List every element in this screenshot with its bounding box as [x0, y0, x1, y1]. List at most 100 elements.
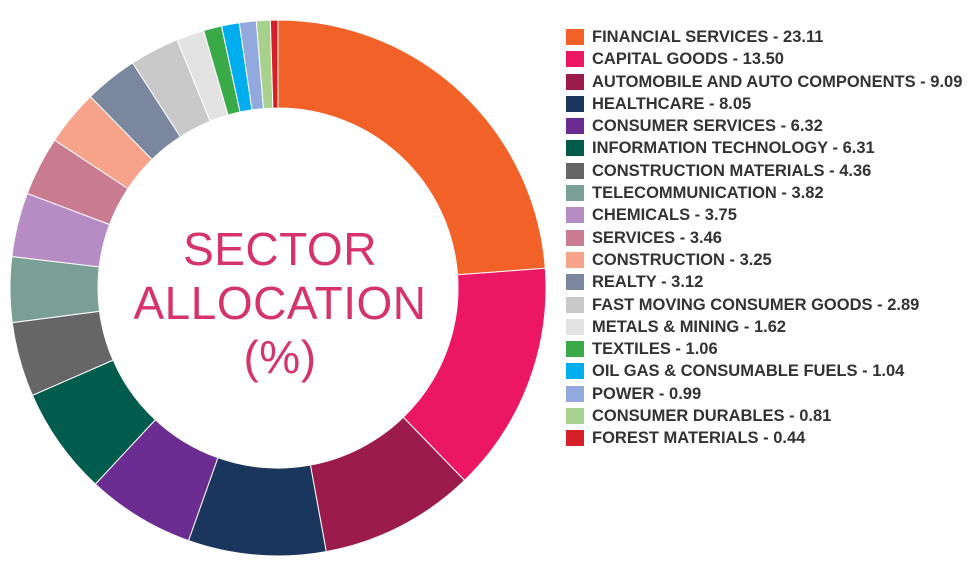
legend-category: CONSUMER DURABLES — [592, 407, 785, 426]
legend-category: TELECOMMUNICATION — [592, 184, 777, 203]
legend-value: 13.50 — [742, 50, 784, 69]
legend-label: CAPITAL GOODS - 13.50 — [592, 50, 784, 68]
legend-swatch — [566, 29, 584, 45]
legend-category: FAST MOVING CONSUMER GOODS — [592, 295, 873, 314]
legend-category: REALTY — [592, 273, 657, 292]
legend-item: REALTY - 3.12 — [566, 271, 966, 293]
legend-separator: - — [768, 28, 784, 46]
legend-separator: - — [704, 94, 720, 113]
legend-swatch — [566, 229, 584, 246]
legend-item: SERVICES - 3.46 — [566, 227, 966, 249]
legend-category: CONSTRUCTION — [592, 250, 725, 269]
legend-item: CAPITAL GOODS - 13.50 — [566, 48, 966, 70]
legend-label: FINANCIAL SERVICES - 23.11 — [592, 28, 823, 46]
legend-item: AUTOMOBILE AND AUTO COMPONENTS - 9.09 — [566, 71, 966, 93]
legend-label: POWER - 0.99 — [592, 385, 701, 403]
legend-label: FOREST MATERIALS - 0.44 — [592, 429, 805, 447]
slice-financial-services — [277, 19, 546, 276]
legend-value: 1.62 — [753, 317, 787, 336]
legend-label: OIL GAS & CONSUMABLE FUELS - 1.04 — [592, 362, 904, 380]
legend-item: CONSUMER SERVICES - 6.32 — [566, 115, 966, 137]
legend-item: INFORMATION TECHNOLOGY - 6.31 — [566, 137, 966, 159]
chart-title: SECTOR ALLOCATION (%) — [130, 222, 430, 384]
legend-swatch — [566, 140, 584, 157]
legend-category: CAPITAL GOODS — [592, 50, 728, 69]
legend-value: 3.46 — [689, 228, 722, 247]
legend-value: 0.81 — [799, 407, 832, 426]
legend-value: 3.12 — [671, 273, 704, 292]
legend-category: CONSTRUCTION MATERIALS — [592, 161, 825, 180]
legend-swatch — [566, 51, 584, 68]
legend-item: CONSTRUCTION MATERIALS - 4.36 — [566, 160, 966, 182]
legend-value: 1.06 — [685, 340, 718, 359]
legend-swatch — [566, 408, 584, 425]
legend-item: HEALTHCARE - 8.05 — [566, 93, 966, 115]
legend-value: 23.11 — [783, 28, 824, 46]
legend-value: 0.44 — [773, 429, 806, 448]
chart-title-line-2: ALLOCATION — [133, 277, 427, 329]
chart-title-line-3: (%) — [243, 331, 317, 383]
legend-separator: - — [784, 407, 800, 426]
legend-swatch — [566, 162, 584, 179]
legend-label: AUTOMOBILE AND AUTO COMPONENTS - 9.09 — [592, 73, 962, 91]
legend-swatch — [566, 251, 584, 268]
legend-category: METALS & MINING — [592, 317, 740, 336]
legend-value: 9.09 — [930, 72, 963, 91]
legend-separator: - — [775, 117, 791, 136]
legend-swatch — [566, 73, 584, 90]
legend-separator: - — [758, 429, 774, 448]
legend-separator: - — [824, 161, 840, 180]
legend-swatch — [566, 207, 584, 224]
legend-separator: - — [690, 206, 705, 225]
legend-separator: - — [827, 139, 843, 158]
donut-chart: SECTOR ALLOCATION (%) — [9, 19, 547, 557]
legend-category: CONSUMER SERVICES — [592, 117, 776, 136]
legend-separator: - — [776, 184, 792, 203]
legend-separator: - — [656, 273, 672, 292]
legend-category: FINANCIAL SERVICES — [592, 28, 769, 46]
legend-value: 8.05 — [719, 94, 752, 113]
legend-swatch — [566, 296, 584, 313]
legend-value: 3.75 — [704, 206, 737, 225]
legend-separator: - — [727, 50, 743, 69]
legend-label: SERVICES - 3.46 — [592, 229, 722, 247]
legend-category: SERVICES — [592, 228, 676, 247]
legend-swatch — [566, 385, 584, 402]
legend-item: POWER - 0.99 — [566, 383, 966, 405]
legend-label: METALS & MINING - 1.62 — [592, 318, 786, 336]
legend: FINANCIAL SERVICES - 23.11 CAPITAL GOODS … — [566, 26, 966, 450]
legend-item: OIL GAS & CONSUMABLE FUELS - 1.04 — [566, 360, 966, 382]
legend-swatch — [566, 118, 584, 135]
legend-swatch — [566, 341, 584, 358]
legend-label: CHEMICALS - 3.75 — [592, 206, 737, 224]
legend-item: TELECOMMUNICATION - 3.82 — [566, 182, 966, 204]
legend-category: HEALTHCARE — [592, 94, 705, 113]
legend-item: METALS & MINING - 1.62 — [566, 316, 966, 338]
slice-telecommunication — [9, 255, 101, 324]
legend-separator: - — [675, 228, 690, 247]
legend-value: 1.04 — [872, 362, 905, 381]
legend-separator: - — [654, 384, 670, 403]
legend-swatch — [566, 430, 584, 447]
legend-label: CONSUMER SERVICES - 6.32 — [592, 117, 823, 135]
legend-swatch — [566, 185, 584, 202]
legend-value: 2.89 — [887, 295, 920, 314]
legend-separator: - — [872, 295, 888, 314]
legend-separator: - — [915, 72, 931, 91]
legend-category: FOREST MATERIALS — [592, 429, 759, 448]
legend-label: CONSTRUCTION - 3.25 — [592, 251, 772, 269]
legend-value: 3.82 — [791, 184, 824, 203]
legend-label: CONSTRUCTION MATERIALS - 4.36 — [592, 162, 871, 180]
legend-label: TEXTILES - 1.06 — [592, 340, 718, 358]
legend-item: FAST MOVING CONSUMER GOODS - 2.89 — [566, 294, 966, 316]
legend-swatch — [566, 95, 584, 112]
legend-category: TEXTILES — [592, 340, 671, 359]
legend-value: 0.99 — [669, 384, 702, 403]
legend-item: CONSUMER DURABLES - 0.81 — [566, 405, 966, 427]
legend-value: 6.31 — [842, 139, 875, 158]
legend-label: CONSUMER DURABLES - 0.81 — [592, 407, 831, 425]
slice-forest-materials — [269, 19, 279, 109]
legend-category: AUTOMOBILE AND AUTO COMPONENTS — [592, 72, 916, 91]
chart-title-line-1: SECTOR — [183, 223, 377, 275]
legend-item: TEXTILES - 1.06 — [566, 338, 966, 360]
